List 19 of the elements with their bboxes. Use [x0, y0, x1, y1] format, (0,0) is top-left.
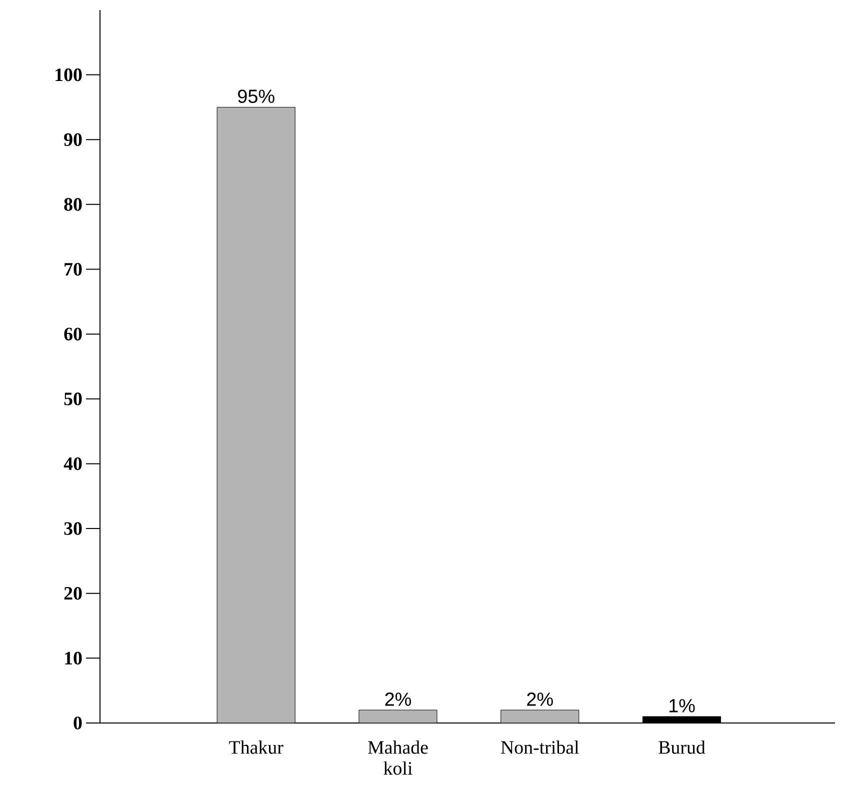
y-tick-label: 90 — [64, 133, 82, 146]
x-tick-label: Mahade koli — [368, 740, 428, 775]
y-tick-label: 30 — [64, 522, 82, 535]
x-tick-label: Non-tribal — [500, 740, 579, 754]
data-label: 95% — [238, 90, 274, 104]
y-tick-label: 10 — [65, 652, 82, 665]
y-tick-label: 60 — [64, 328, 82, 340]
y-tick-label: 100 — [56, 68, 82, 82]
x-tick-label: Burud — [658, 740, 706, 754]
y-tick-label: 20 — [64, 586, 82, 600]
y-tick-label: 0 — [74, 716, 82, 730]
y-tick-label: 70 — [64, 262, 82, 276]
data-label: 2% — [527, 692, 553, 706]
y-tick-label: 80 — [64, 198, 82, 211]
data-label: 1% — [670, 699, 695, 712]
y-tick-label: 50 — [64, 392, 82, 406]
y-tick-label: 40 — [64, 457, 82, 470]
data-label: 2% — [385, 692, 411, 706]
x-tick-label: Thakur — [229, 740, 284, 754]
